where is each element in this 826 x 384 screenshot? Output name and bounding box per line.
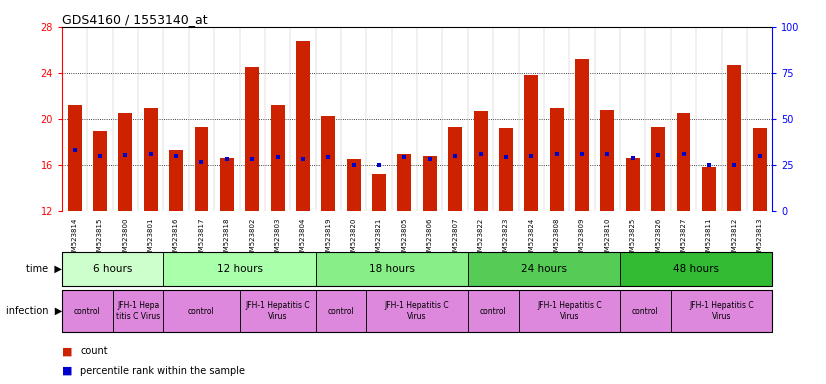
Bar bbox=[626, 158, 640, 211]
Bar bbox=[397, 154, 411, 211]
Bar bbox=[525, 75, 539, 211]
Bar bbox=[676, 113, 691, 211]
Bar bbox=[367, 290, 468, 332]
Text: control: control bbox=[188, 306, 215, 316]
Text: 48 hours: 48 hours bbox=[673, 264, 719, 274]
Text: 6 hours: 6 hours bbox=[93, 264, 132, 274]
Bar bbox=[164, 252, 316, 286]
Bar bbox=[651, 127, 665, 211]
Text: GDS4160 / 1553140_at: GDS4160 / 1553140_at bbox=[62, 13, 207, 26]
Text: infection  ▶: infection ▶ bbox=[6, 306, 62, 316]
Bar bbox=[271, 105, 285, 211]
Text: control: control bbox=[632, 306, 659, 316]
Bar bbox=[727, 65, 741, 211]
Text: 24 hours: 24 hours bbox=[521, 264, 567, 274]
Bar bbox=[499, 128, 513, 211]
Bar bbox=[468, 252, 620, 286]
Text: ■: ■ bbox=[62, 346, 73, 356]
Bar bbox=[112, 290, 164, 332]
Bar bbox=[93, 131, 107, 211]
Text: time  ▶: time ▶ bbox=[26, 264, 62, 274]
Bar bbox=[519, 290, 620, 332]
Bar bbox=[549, 108, 563, 211]
Bar bbox=[245, 67, 259, 211]
Bar bbox=[575, 59, 589, 211]
Bar bbox=[620, 290, 671, 332]
Bar bbox=[423, 156, 437, 211]
Bar bbox=[240, 290, 316, 332]
Bar bbox=[468, 290, 519, 332]
Bar bbox=[347, 159, 361, 211]
Bar bbox=[321, 116, 335, 211]
Bar bbox=[164, 290, 240, 332]
Bar bbox=[702, 167, 716, 211]
Bar bbox=[449, 127, 463, 211]
Text: ■: ■ bbox=[62, 366, 73, 376]
Text: control: control bbox=[328, 306, 354, 316]
Text: JFH-1 Hepatitis C
Virus: JFH-1 Hepatitis C Virus bbox=[245, 301, 310, 321]
Bar bbox=[68, 105, 82, 211]
Bar bbox=[316, 252, 468, 286]
Bar bbox=[671, 290, 772, 332]
Text: JFH-1 Hepatitis C
Virus: JFH-1 Hepatitis C Virus bbox=[537, 301, 601, 321]
Text: control: control bbox=[74, 306, 101, 316]
Bar bbox=[316, 290, 367, 332]
Bar bbox=[473, 111, 487, 211]
Text: control: control bbox=[480, 306, 506, 316]
Text: 12 hours: 12 hours bbox=[216, 264, 263, 274]
Bar bbox=[194, 127, 208, 211]
Bar bbox=[118, 113, 132, 211]
Bar bbox=[296, 41, 310, 211]
Text: count: count bbox=[80, 346, 107, 356]
Bar bbox=[220, 158, 234, 211]
Bar bbox=[169, 150, 183, 211]
Text: percentile rank within the sample: percentile rank within the sample bbox=[80, 366, 245, 376]
Bar bbox=[144, 108, 158, 211]
Text: JFH-1 Hepa
titis C Virus: JFH-1 Hepa titis C Virus bbox=[116, 301, 160, 321]
Bar bbox=[62, 290, 112, 332]
Bar bbox=[752, 128, 767, 211]
Text: 18 hours: 18 hours bbox=[368, 264, 415, 274]
Text: JFH-1 Hepatitis C
Virus: JFH-1 Hepatitis C Virus bbox=[385, 301, 449, 321]
Bar bbox=[62, 252, 164, 286]
Bar bbox=[372, 174, 386, 211]
Bar bbox=[620, 252, 772, 286]
Text: JFH-1 Hepatitis C
Virus: JFH-1 Hepatitis C Virus bbox=[689, 301, 754, 321]
Bar bbox=[601, 110, 615, 211]
